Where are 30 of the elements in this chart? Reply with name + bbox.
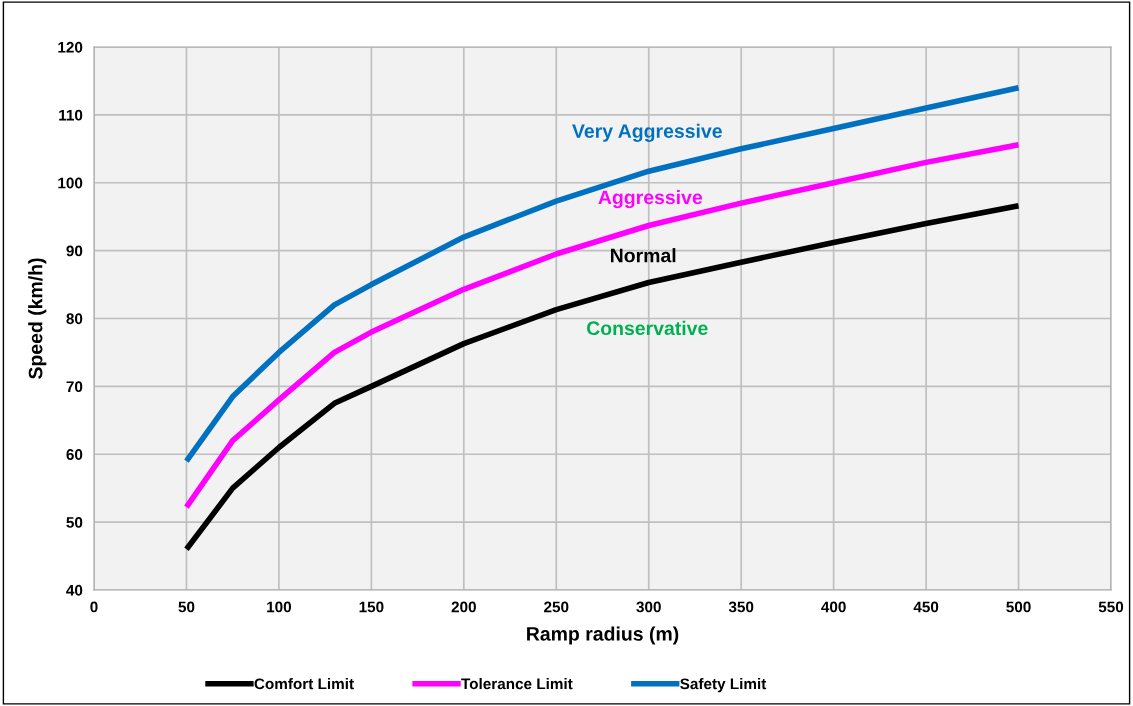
x-tick-label: 50 [178,601,195,613]
x-tick-label: 250 [544,601,569,613]
y-tick-label: 60 [66,449,83,460]
y-tick-label: 80 [66,313,83,325]
legend-label: Safety Limit [680,678,767,693]
x-tick-label: 550 [1098,601,1124,613]
y-tick-label: 110 [59,109,83,121]
x-tick-label: 300 [636,601,661,613]
legend-label: Comfort Limit [254,678,354,690]
y-tick-label: 50 [66,516,83,528]
x-tick-label: 350 [728,601,754,613]
x-tick-label: 200 [451,601,476,613]
y-tick-label: 70 [66,381,83,393]
x-axis-title: Ramp radius (m) [527,626,679,645]
annotation: Normal [610,248,676,263]
y-tick-label: 100 [58,177,83,189]
y-tick-label: 120 [58,41,83,53]
y-tick-label: 40 [66,584,83,596]
x-tick-label: 0 [90,601,98,613]
x-tick-label: 400 [821,601,846,613]
x-tick-label: 150 [359,601,384,613]
legend-label: Tolerance Limit [461,678,573,690]
x-tick-label: 500 [1006,601,1031,613]
annotation: Aggressive [598,189,703,209]
annotation: Very Aggressive [572,123,722,142]
annotation: Conservative [586,320,708,336]
x-tick-label: 100 [267,601,292,613]
y-axis-title: Speed (km/h) [28,258,47,379]
y-tick-label: 90 [66,245,83,257]
x-tick-label: 450 [913,601,939,613]
